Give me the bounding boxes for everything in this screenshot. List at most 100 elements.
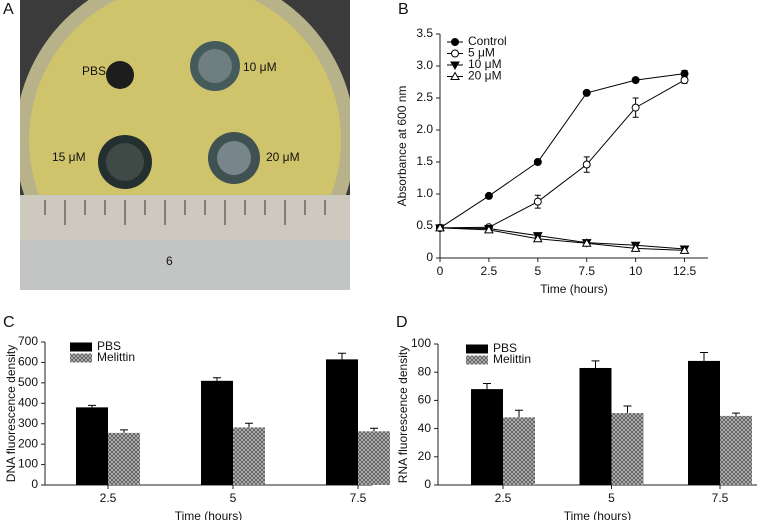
marker: [484, 224, 494, 234]
photo-label: 15 μM: [52, 150, 86, 164]
bar: [611, 413, 644, 485]
bar: [471, 389, 503, 485]
y-tick-label: 400: [18, 395, 38, 409]
error-bar: [120, 429, 128, 433]
photo-label: PBS: [82, 64, 106, 78]
bar: [688, 360, 720, 485]
error-bar: [213, 377, 221, 381]
x-tick-label: 0: [437, 264, 444, 278]
series-line: [439, 227, 685, 251]
marker: [533, 158, 542, 166]
y-tick-label: 2.0: [416, 122, 433, 136]
x-tick-label: 7.5: [712, 491, 729, 505]
panel-label: D: [396, 314, 408, 331]
error-bar: [245, 422, 253, 428]
marker: [630, 243, 641, 252]
y-tick-label: 80: [418, 364, 432, 378]
error-bar: [623, 405, 632, 414]
legend-label: 5 μM: [468, 46, 495, 60]
error-bar: [700, 351, 708, 361]
error-bar: [483, 382, 491, 390]
marker: [532, 233, 543, 243]
marker: [581, 238, 592, 247]
y-tick-label: 300: [18, 416, 38, 430]
y-tick-label: 100: [18, 457, 38, 471]
photo-label: 20 μM: [266, 150, 300, 164]
x-tick-label: 2.5: [100, 491, 117, 505]
photo-label: 10 μM: [243, 60, 277, 74]
bar: [326, 359, 358, 485]
error-bar: [591, 360, 600, 368]
x-tick-label: 5: [230, 491, 237, 505]
photo: [20, 0, 350, 290]
y-tick-label: 2.5: [416, 90, 433, 104]
legend-swatch: [70, 353, 92, 363]
marker: [631, 103, 640, 112]
bar: [503, 417, 535, 485]
x-tick-label: 2.5: [495, 491, 512, 505]
x-axis-label: Time (hours): [564, 509, 632, 520]
legend-label: Control: [468, 34, 507, 48]
marker: [679, 245, 690, 254]
error-bar: [515, 409, 523, 418]
error-bar: [338, 352, 346, 360]
legend-marker: [451, 38, 459, 46]
bar: [233, 427, 265, 485]
legend-label: Melittin: [493, 352, 531, 366]
photo-label: 6: [166, 254, 173, 268]
marker: [533, 197, 542, 206]
y-tick-label: 700: [18, 334, 38, 348]
legend-marker: [450, 61, 460, 71]
bar: [108, 432, 140, 485]
panel-label: A: [3, 1, 14, 18]
bar: [358, 431, 390, 485]
y-axis-label: RNA fluorescence density: [396, 346, 410, 483]
y-axis-label: Absorbance at 600 nm: [395, 86, 409, 207]
series-line: [439, 79, 685, 229]
legend-swatch: [70, 342, 92, 352]
marker: [631, 76, 640, 85]
y-tick-label: 3.0: [416, 58, 433, 72]
x-tick-label: 2.5: [481, 264, 498, 278]
bar: [579, 367, 612, 485]
marker: [582, 160, 591, 169]
legend-swatch: [466, 344, 488, 354]
y-tick-label: 500: [18, 375, 38, 389]
legend-label: PBS: [493, 341, 517, 355]
bar: [201, 380, 233, 485]
series-line: [439, 73, 685, 229]
y-tick-label: 100: [411, 336, 431, 350]
x-axis-label: Time (hours): [540, 282, 608, 296]
legend-swatch: [466, 355, 488, 365]
legend-marker: [450, 71, 460, 80]
x-tick-label: 10: [629, 264, 643, 278]
y-tick-label: 20: [418, 449, 432, 463]
marker: [582, 88, 591, 97]
legend-label: PBS: [97, 339, 121, 353]
error-bar: [88, 404, 96, 408]
y-tick-label: 60: [418, 393, 432, 407]
y-tick-label: 600: [18, 355, 38, 369]
error-bar: [732, 412, 740, 416]
legend-label: 20 μM: [468, 69, 502, 83]
x-tick-label: 12.5: [673, 264, 697, 278]
x-tick-label: 7.5: [350, 491, 367, 505]
y-tick-label: 0: [31, 477, 38, 491]
legend-marker: [451, 49, 459, 58]
bar: [720, 415, 752, 485]
x-tick-label: 5: [534, 264, 541, 278]
x-tick-label: 5: [608, 491, 615, 505]
y-axis-label: DNA fluorescence density: [4, 345, 18, 482]
panel-label: B: [398, 1, 409, 18]
series-line: [439, 227, 685, 250]
x-tick-label: 7.5: [578, 264, 595, 278]
x-axis-label: Time (hours): [175, 509, 243, 520]
y-tick-label: 3.5: [416, 26, 433, 40]
y-tick-label: 0.5: [416, 218, 433, 232]
marker: [435, 222, 445, 232]
y-tick-label: 200: [18, 436, 38, 450]
marker: [484, 191, 493, 200]
y-tick-label: 1.5: [416, 154, 433, 168]
y-tick-label: 0: [424, 477, 431, 491]
